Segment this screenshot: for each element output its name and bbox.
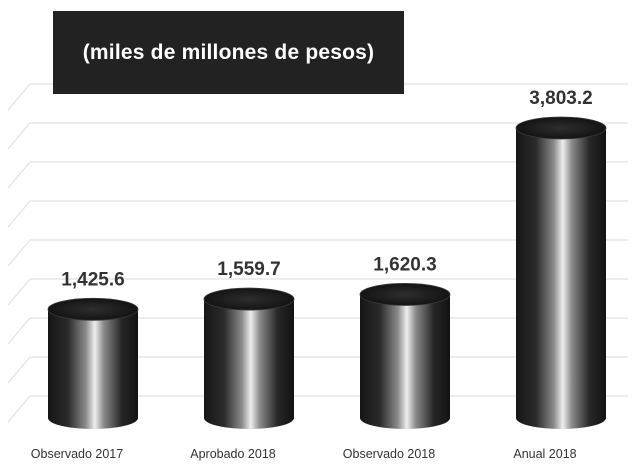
category-label: Observado 2018 [343, 447, 435, 461]
bar-body [48, 309, 138, 429]
value-label: 1,559.7 [217, 259, 280, 280]
bar-cap [203, 287, 295, 311]
bar-body [516, 128, 606, 429]
grid-line-slant [7, 161, 31, 189]
bar-cap [359, 283, 451, 306]
chart-subtitle: (miles de millones de pesos) [82, 40, 375, 64]
grid-line-slant [7, 122, 31, 150]
bar-cap [47, 297, 139, 321]
grid-line-slant [7, 395, 31, 423]
subtitle-box: (miles de millones de pesos) [53, 11, 404, 94]
bar-3 [359, 283, 451, 429]
category-label: Observado 2017 [31, 447, 123, 461]
grid-line-slant [7, 239, 31, 267]
bar-body [360, 294, 450, 429]
category-label: Anual 2018 [513, 447, 576, 461]
bars [47, 116, 607, 429]
bar-2 [203, 287, 295, 429]
grid-line-slant [7, 356, 31, 384]
bar-1 [47, 297, 139, 429]
grid-line-slant [7, 317, 31, 345]
bar-body [204, 299, 294, 429]
category-label: Aprobado 2018 [190, 447, 276, 461]
value-label: 1,620.3 [373, 254, 436, 275]
grid-line-slant [7, 200, 31, 228]
labels: 1,425.6 Observado 2017 1,559.7 Aprobado 201… [31, 88, 593, 461]
value-label: 1,425.6 [61, 269, 124, 290]
grid-line-slant [7, 83, 31, 111]
bar-4 [515, 116, 607, 429]
bar-cap [515, 116, 607, 140]
value-label: 3,803.2 [529, 88, 592, 109]
grid-line-slant [7, 278, 31, 306]
